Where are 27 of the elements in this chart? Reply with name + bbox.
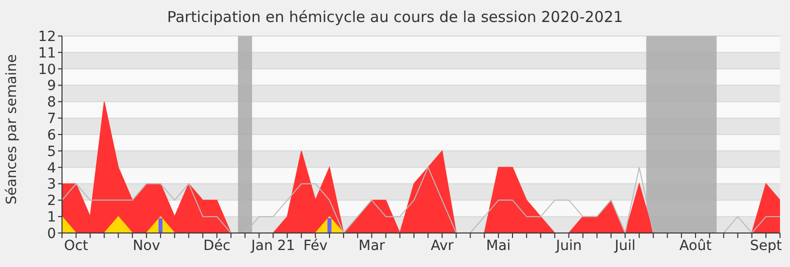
- y-axis-title: Séances par semaine: [4, 54, 20, 204]
- y-tick-label: 1: [47, 210, 56, 226]
- x-tick-label: Sept: [750, 238, 782, 254]
- y-tick-label: 5: [47, 144, 56, 160]
- y-tick-label: 11: [38, 45, 56, 62]
- x-tick-label: Nov: [132, 238, 160, 254]
- y-tick-label: 2: [47, 193, 56, 210]
- x-tick-label: Mar: [358, 238, 386, 254]
- chart-title: Participation en hémicycle au cours de la session 2020-2021: [166, 8, 624, 26]
- y-tick-label: 4: [47, 160, 56, 176]
- x-tick-label: Déc: [203, 238, 230, 254]
- x-tick-label: Avr: [430, 238, 454, 254]
- y-tick-label: 10: [38, 62, 56, 78]
- x-tick-label: Mai: [486, 238, 511, 254]
- y-tick-label: 9: [47, 78, 56, 94]
- y-tick-label: 0: [47, 226, 56, 242]
- x-tick-label: Fév: [303, 238, 328, 254]
- y-tick-label: 7: [47, 111, 56, 128]
- x-tick-label: Août: [679, 238, 712, 254]
- y-tick-label: 3: [47, 176, 56, 193]
- y-tick-label: 12: [38, 28, 56, 45]
- y-tick-label: 8: [47, 94, 56, 111]
- x-tick-label: Juin: [554, 238, 582, 254]
- y-tick-label: 6: [47, 127, 56, 144]
- x-tick-label: Oct: [64, 238, 89, 254]
- x-tick-label: Juil: [614, 238, 636, 254]
- x-tick-label: Jan 21: [250, 238, 296, 254]
